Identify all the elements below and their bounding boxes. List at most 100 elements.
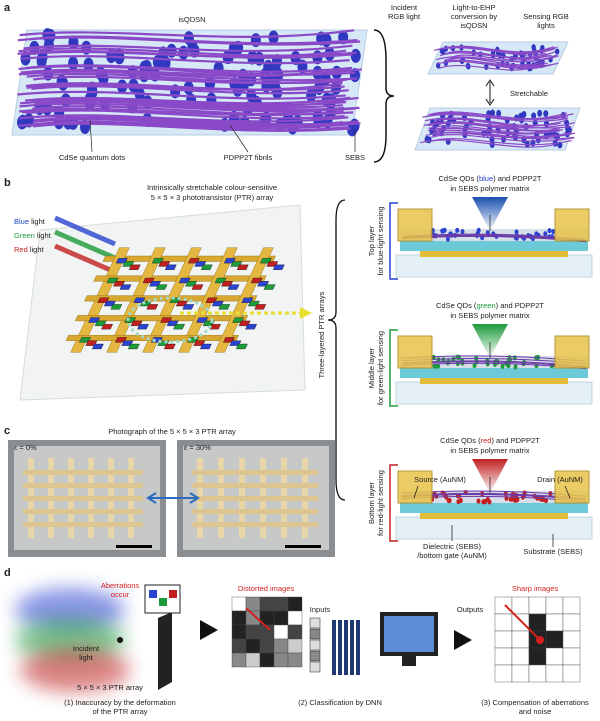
distorted-pixel: [245, 638, 261, 654]
fibril: [439, 51, 556, 59]
step-caption: (1) Inaccuracy by the deformation: [64, 698, 176, 707]
photo-strip: [192, 470, 318, 475]
fibril: [425, 132, 567, 139]
photo-strip: [23, 522, 143, 527]
arrow: [485, 79, 495, 106]
quantum-dot: [481, 499, 486, 505]
step-label: conversion by: [451, 12, 498, 21]
fibril: [433, 118, 572, 129]
annotation: Outputs: [457, 605, 484, 614]
matrix-label: in SEBS polymer matrix: [450, 184, 529, 193]
side-label: Top layer: [367, 225, 376, 256]
sharp-pixel: [545, 613, 564, 632]
substrate: [395, 254, 593, 278]
quantum-dot: [531, 112, 537, 120]
fibril: [20, 68, 351, 77]
pixel: [227, 284, 240, 290]
distorted-pixel: [273, 610, 289, 626]
light-label: Green light: [14, 231, 52, 240]
photo-strip: [23, 470, 143, 475]
pixel: [254, 304, 267, 310]
sharp-pixel: [528, 613, 547, 632]
sharp-pixel: [511, 664, 530, 683]
quantum-dot: [513, 497, 518, 503]
pixel: [182, 304, 195, 310]
quantum-dot: [440, 228, 445, 234]
step-label: Incident: [391, 3, 418, 12]
quantum-dot: [272, 85, 283, 100]
fibril: [428, 125, 560, 134]
pixel: [146, 304, 159, 310]
input-cell: [309, 639, 321, 651]
ptr-array: [65, 247, 285, 353]
quantum-dot: [472, 362, 477, 369]
quantum-dot: [487, 499, 492, 505]
nn-layer: [350, 620, 354, 675]
color-word: green: [476, 301, 495, 310]
sharp-pixel: [494, 647, 513, 666]
pixel: [164, 264, 177, 270]
fibril: [450, 53, 550, 61]
quantum-dot: [490, 109, 496, 117]
layer-bracket: [389, 464, 398, 542]
fibril: [17, 50, 353, 59]
gate: [420, 378, 568, 384]
fibril: [431, 138, 572, 146]
quantum-dot: [551, 228, 556, 235]
side-label: for blue-light sensing: [376, 206, 385, 275]
pixel: [119, 284, 132, 290]
quantum-dot: [541, 496, 546, 502]
triangle: [454, 630, 472, 650]
sharp-pixel: [562, 630, 581, 649]
fibril: [422, 112, 568, 120]
decorations: [8, 28, 593, 692]
quantum-dot: [460, 229, 465, 235]
red-line: [245, 607, 271, 631]
input-cell: [309, 617, 321, 629]
device-label: Drain (AuNM): [537, 475, 583, 484]
fibril: [23, 44, 353, 53]
annotation: Incident: [73, 644, 100, 653]
distorted-pixel: [259, 638, 275, 654]
photo-strip: [192, 483, 318, 488]
dielectric: [400, 503, 588, 513]
fibril: [18, 107, 344, 117]
scale-bar: [285, 545, 321, 548]
light-beam: [54, 215, 116, 247]
quantum-dot: [68, 56, 79, 71]
light-cone: [472, 197, 508, 231]
sharp-pixel: [545, 664, 564, 683]
step-caption: (3) Compensation of aberrations: [481, 698, 589, 707]
step-label: Sensing RGB: [523, 12, 568, 21]
side-label: for red-light sensing: [376, 470, 385, 536]
pixel: [263, 284, 276, 290]
matrix-label: in SEBS polymer matrix: [450, 446, 529, 455]
distorted-pixel: [273, 596, 289, 612]
annotation: 5 × 5 × 3 PTR array: [77, 683, 143, 692]
triangle: [200, 620, 218, 640]
pixel: [236, 264, 249, 270]
distorted-pixel: [231, 624, 247, 640]
photo-strip: [192, 522, 318, 527]
light-suffix: light: [28, 245, 45, 254]
quantum-dot: [530, 139, 536, 147]
step-label: Light-to-EHP: [453, 3, 496, 12]
pixel: [155, 284, 168, 290]
fibril: [438, 46, 547, 56]
quantum-dot: [537, 109, 543, 117]
fibril: [443, 59, 551, 69]
quantum-dot: [447, 497, 452, 504]
brace: [327, 199, 346, 501]
photo-strip: [192, 509, 318, 514]
material-part: ) and PDPP2T: [496, 301, 545, 310]
array-title: Intrinsically stretchable colour-sensiti…: [147, 183, 277, 192]
brace: [373, 29, 395, 163]
fibril: [21, 55, 350, 65]
step-caption: and noise: [519, 707, 552, 716]
monitor-screen: [384, 616, 434, 652]
distorted-pixel: [231, 652, 247, 668]
distorted-pixel: [245, 652, 261, 668]
pixel: [163, 343, 176, 350]
fibril: [19, 99, 360, 111]
